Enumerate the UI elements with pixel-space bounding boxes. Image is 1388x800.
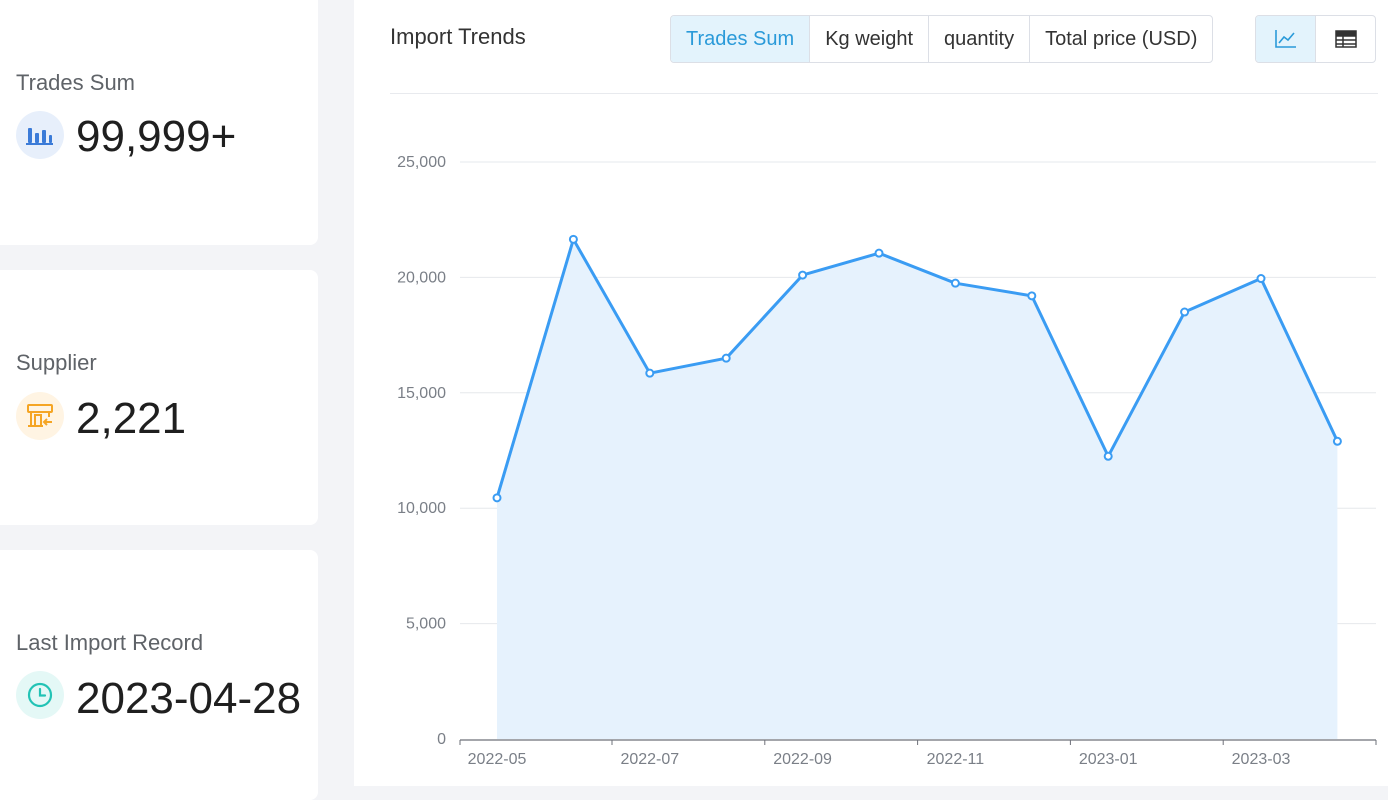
trades-sum-label: Trades Sum (16, 70, 136, 95)
import-trends-panel: Import Trends Trades Sum Kg weight quant… (354, 0, 1388, 786)
data-point (950, 278, 960, 288)
data-point (874, 248, 884, 258)
data-point (721, 353, 731, 363)
shop-icon (16, 392, 64, 440)
trades-sum-card: Trades Sum 99,999+ (0, 0, 318, 245)
trades-sum-value: 99,999+ (76, 112, 237, 161)
x-tick-label: 2022-09 (773, 751, 832, 768)
data-point (1180, 307, 1190, 317)
bar-chart-icon (16, 111, 64, 159)
supplier-value: 2,221 (76, 394, 187, 443)
table-view-button[interactable] (1316, 16, 1375, 62)
last-import-card: Last Import Record 2023-04-28 (0, 550, 318, 800)
y-tick-label: 10,000 (397, 500, 446, 517)
metric-tabs: Trades Sum Kg weight quantity Total pric… (670, 15, 1214, 63)
y-tick-label: 15,000 (397, 385, 446, 402)
tab-total-price[interactable]: Total price (USD) (1045, 28, 1198, 50)
data-point (492, 493, 502, 503)
y-tick-label: 20,000 (397, 269, 446, 286)
x-tick-label: 2022-05 (468, 751, 527, 768)
x-tick-label: 2022-11 (927, 751, 985, 768)
x-tick-label: 2023-01 (1079, 751, 1138, 768)
data-point (1332, 436, 1342, 446)
tab-quantity[interactable]: quantity (929, 16, 1031, 62)
supplier-card: Supplier 2,221 (0, 270, 318, 525)
data-point (1027, 291, 1037, 301)
tab-trades-sum[interactable]: Trades Sum (671, 16, 811, 62)
last-import-value: 2023-04-28 (76, 674, 302, 723)
table-icon (1334, 30, 1357, 48)
x-tick-label: 2023-03 (1232, 751, 1291, 768)
series-area (497, 239, 1338, 739)
data-point (798, 270, 808, 280)
y-tick-label: 0 (437, 731, 446, 748)
line-chart-icon (1274, 30, 1296, 48)
import-trends-chart: 0 5,000 10,000 15,000 20,000 25,000 2022-05 202… (397, 154, 1377, 768)
data-point (645, 368, 655, 378)
tab-kg-weight[interactable]: Kg weight (810, 16, 930, 62)
last-import-label: Last Import Record (16, 630, 204, 655)
view-toggle (1255, 15, 1376, 63)
clock-icon (16, 671, 64, 719)
series-line (495, 237, 1339, 499)
data-point (568, 234, 578, 244)
line-chart-view-button[interactable] (1256, 16, 1316, 62)
y-tick-label: 5,000 (406, 616, 446, 633)
data-point (1103, 451, 1113, 461)
header-divider (390, 93, 1378, 94)
x-tick-label: 2022-07 (620, 751, 679, 768)
data-point (1256, 274, 1266, 284)
supplier-label: Supplier (16, 350, 97, 375)
page-title: Import Trends (390, 24, 526, 49)
y-tick-label: 25,000 (397, 154, 446, 171)
